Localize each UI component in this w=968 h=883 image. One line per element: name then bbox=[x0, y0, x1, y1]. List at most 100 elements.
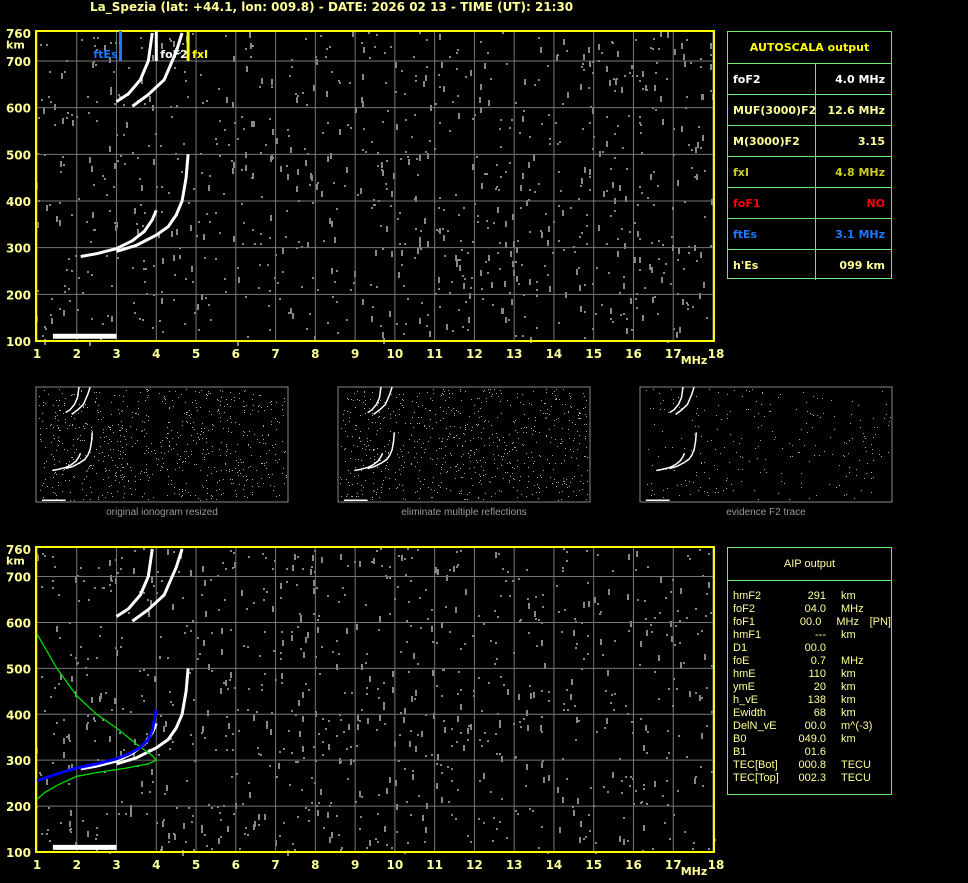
noise-dot bbox=[350, 473, 351, 474]
noise-dot bbox=[219, 812, 221, 814]
noise-dot bbox=[379, 412, 380, 413]
noise-dot bbox=[258, 287, 260, 289]
noise-dot bbox=[490, 640, 492, 642]
noise-dot bbox=[573, 246, 575, 248]
noise-dot bbox=[456, 68, 458, 70]
noise-dot bbox=[514, 447, 515, 448]
noise-dot bbox=[234, 562, 236, 568]
noise-dot bbox=[360, 415, 361, 416]
aip-cell: km bbox=[841, 681, 856, 693]
noise-dot bbox=[59, 637, 61, 639]
noise-dot bbox=[630, 621, 632, 627]
noise-dot bbox=[123, 134, 125, 136]
noise-dot bbox=[419, 423, 420, 424]
noise-dot bbox=[286, 165, 288, 167]
noise-dot bbox=[195, 495, 196, 496]
noise-dot bbox=[222, 562, 224, 564]
noise-dot bbox=[691, 167, 693, 169]
noise-dot bbox=[601, 52, 603, 54]
noise-dot bbox=[441, 441, 442, 442]
noise-dot bbox=[886, 414, 887, 415]
noise-dot bbox=[139, 178, 141, 180]
noise-dot bbox=[749, 461, 750, 462]
noise-dot bbox=[531, 428, 532, 429]
noise-dot bbox=[111, 414, 112, 415]
noise-dot bbox=[236, 460, 237, 461]
autoscala-value: 099 km bbox=[839, 258, 885, 272]
noise-dot bbox=[585, 407, 586, 408]
noise-dot bbox=[90, 241, 92, 243]
noise-dot bbox=[148, 499, 149, 500]
noise-dot bbox=[374, 462, 375, 463]
noise-dot bbox=[257, 483, 258, 484]
noise-dot bbox=[566, 479, 567, 480]
noise-dot bbox=[478, 677, 480, 679]
noise-dot bbox=[92, 431, 93, 432]
noise-dot bbox=[762, 392, 763, 393]
noise-dot bbox=[548, 700, 550, 702]
noise-dot bbox=[221, 649, 223, 655]
noise-dot bbox=[627, 594, 629, 600]
noise-dot bbox=[570, 449, 571, 450]
noise-dot bbox=[191, 451, 192, 452]
noise-dot bbox=[764, 416, 765, 417]
noise-dot bbox=[73, 439, 74, 440]
noise-dot bbox=[80, 458, 81, 459]
noise-dot bbox=[368, 445, 369, 446]
noise-dot bbox=[203, 432, 204, 433]
aip-row: DelN_vE 00.0 m^(-3) bbox=[733, 720, 891, 733]
noise-dot bbox=[480, 460, 481, 461]
noise-dot bbox=[502, 32, 504, 34]
noise-dot bbox=[491, 496, 492, 497]
noise-dot bbox=[69, 821, 71, 827]
x-tick-label: 7 bbox=[271, 858, 279, 872]
noise-dot bbox=[443, 669, 445, 671]
noise-dot bbox=[848, 453, 849, 454]
noise-dot bbox=[66, 117, 68, 119]
noise-dot bbox=[170, 738, 172, 740]
noise-dot bbox=[533, 471, 534, 472]
noise-dot bbox=[414, 441, 415, 442]
noise-dot bbox=[368, 419, 369, 420]
noise-dot bbox=[252, 486, 253, 487]
noise-dot bbox=[477, 462, 478, 463]
noise-dot bbox=[320, 35, 322, 37]
noise-dot bbox=[425, 151, 427, 153]
noise-dot bbox=[622, 147, 624, 149]
aip-cell: TEC[Bot] bbox=[733, 759, 778, 771]
noise-dot bbox=[462, 326, 464, 328]
noise-dot bbox=[446, 488, 447, 489]
noise-dot bbox=[417, 663, 419, 665]
noise-dot bbox=[457, 693, 459, 695]
noise-dot bbox=[124, 486, 125, 487]
noise-dot bbox=[352, 31, 354, 37]
noise-dot bbox=[742, 469, 743, 470]
noise-dot bbox=[171, 116, 173, 118]
noise-dot bbox=[440, 764, 442, 766]
noise-dot bbox=[259, 86, 261, 88]
noise-dot bbox=[263, 588, 265, 590]
noise-dot bbox=[269, 450, 270, 451]
noise-dot bbox=[653, 389, 654, 390]
noise-dot bbox=[458, 671, 460, 673]
noise-dot bbox=[626, 328, 628, 334]
noise-dot bbox=[698, 126, 700, 128]
noise-dot bbox=[529, 189, 531, 191]
noise-dot bbox=[54, 104, 56, 110]
noise-dot bbox=[649, 264, 651, 270]
noise-dot bbox=[115, 480, 116, 481]
noise-dot bbox=[526, 453, 527, 454]
noise-dot bbox=[359, 561, 361, 567]
noise-dot bbox=[495, 493, 496, 494]
noise-dot bbox=[671, 389, 672, 390]
noise-dot bbox=[308, 809, 310, 811]
aip-row: hmE 110 km bbox=[733, 668, 891, 681]
x-tick-label: 3 bbox=[112, 858, 120, 872]
noise-dot bbox=[513, 478, 514, 479]
noise-dot bbox=[362, 299, 364, 305]
noise-dot bbox=[137, 229, 139, 235]
noise-dot bbox=[319, 673, 321, 675]
noise-dot bbox=[110, 449, 111, 450]
noise-dot bbox=[381, 162, 383, 168]
noise-dot bbox=[136, 223, 138, 225]
